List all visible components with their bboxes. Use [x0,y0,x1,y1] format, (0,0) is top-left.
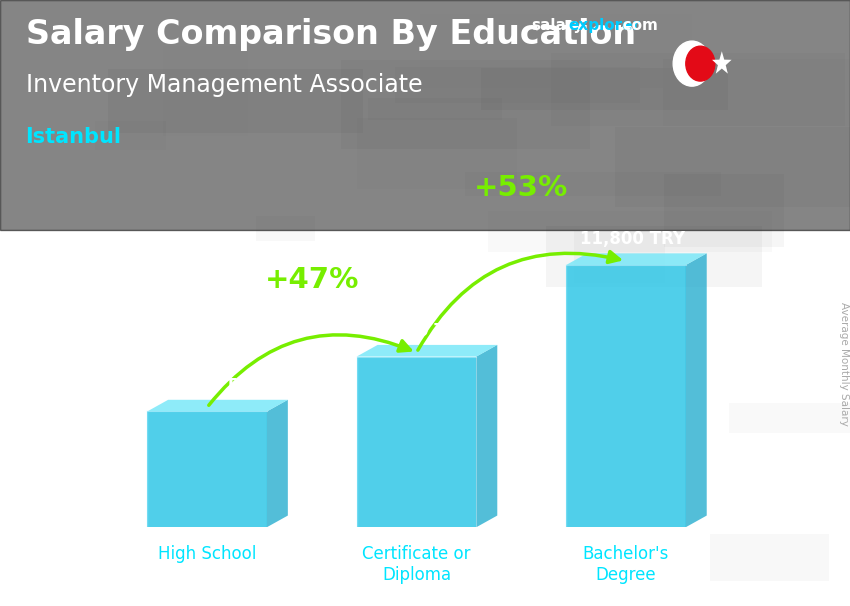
FancyBboxPatch shape [452,366,660,391]
Text: Salary Comparison By Education: Salary Comparison By Education [26,18,636,51]
Text: High School: High School [158,545,256,564]
Polygon shape [267,400,288,527]
FancyBboxPatch shape [376,500,586,530]
Polygon shape [712,52,732,74]
Polygon shape [147,400,288,411]
FancyBboxPatch shape [0,0,850,230]
FancyBboxPatch shape [99,321,269,395]
FancyBboxPatch shape [154,174,252,262]
Text: .com: .com [617,18,658,33]
FancyBboxPatch shape [3,429,145,469]
Text: salary: salary [531,18,584,33]
Polygon shape [476,345,497,527]
Text: Inventory Management Associate: Inventory Management Associate [26,73,422,97]
Circle shape [673,41,711,86]
Text: Average Monthly Salary: Average Monthly Salary [839,302,849,425]
Text: Bachelor's
Degree: Bachelor's Degree [583,545,669,584]
FancyBboxPatch shape [58,168,152,235]
Text: explorer: explorer [569,18,641,33]
Text: 7,680 TRY: 7,680 TRY [376,322,469,340]
FancyBboxPatch shape [238,184,292,239]
FancyBboxPatch shape [176,369,455,390]
Text: Certificate or
Diploma: Certificate or Diploma [362,545,471,584]
Text: +53%: +53% [474,175,569,202]
Text: 5,210 TRY: 5,210 TRY [167,377,260,395]
FancyBboxPatch shape [741,464,850,547]
Polygon shape [686,253,706,527]
Polygon shape [147,411,267,527]
FancyBboxPatch shape [543,165,681,249]
FancyBboxPatch shape [605,176,700,264]
FancyBboxPatch shape [272,250,355,292]
Circle shape [686,46,715,81]
Polygon shape [357,345,497,356]
FancyBboxPatch shape [571,210,726,256]
Polygon shape [566,265,686,527]
Text: Istanbul: Istanbul [26,127,122,147]
Polygon shape [566,253,706,265]
Text: 11,800 TRY: 11,800 TRY [580,230,685,248]
Text: +47%: +47% [264,266,359,294]
Polygon shape [357,356,476,527]
